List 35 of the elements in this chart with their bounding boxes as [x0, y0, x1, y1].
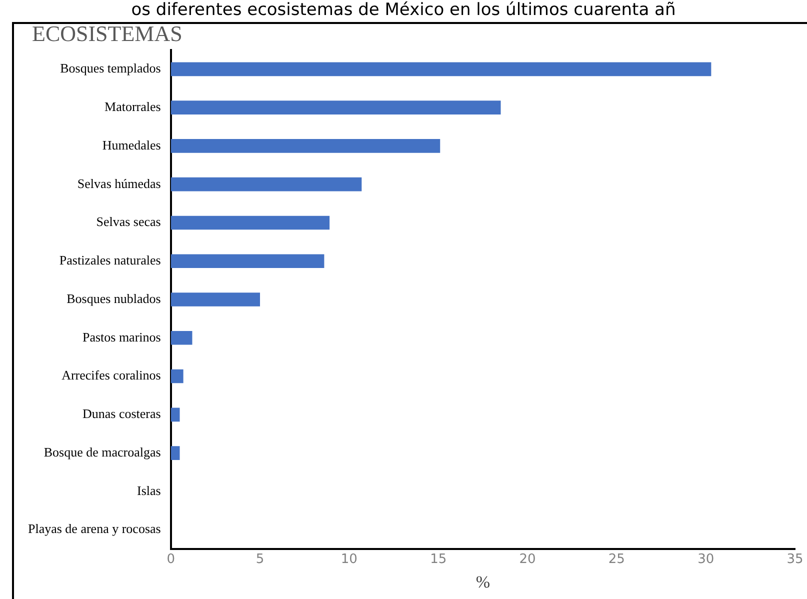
- y-tick-label: Humedales: [102, 137, 161, 152]
- y-tick-label: Dunas costeras: [82, 406, 161, 422]
- bar: [170, 292, 260, 306]
- bar: [170, 177, 362, 192]
- x-tick-label: 35: [786, 552, 804, 568]
- y-tick-label: Bosques templados: [60, 60, 161, 76]
- x-tick-label: 25: [608, 552, 625, 568]
- y-tick-label: Bosque de macroalgas: [44, 444, 161, 460]
- y-tick-label: Selvas húmedas: [77, 176, 161, 191]
- bar: [170, 330, 192, 345]
- y-tick-label: Bosques nublados: [66, 290, 161, 306]
- bar: [170, 369, 184, 384]
- bar: [170, 62, 712, 76]
- y-tick-label: Selvas secas: [96, 214, 161, 230]
- bar: [170, 216, 330, 230]
- bar: [170, 139, 440, 153]
- x-tick-label: 30: [698, 552, 714, 568]
- bar: [170, 446, 180, 460]
- x-tick-label: 0: [166, 552, 175, 568]
- x-tick-label: 20: [519, 552, 536, 568]
- y-tick-label: Islas: [136, 482, 161, 498]
- x-axis-title: %: [476, 572, 490, 592]
- y-tick-label: Pastos marinos: [82, 329, 161, 344]
- y-tick-label: Matorrales: [104, 99, 161, 114]
- bar: [170, 100, 501, 114]
- x-tick-label: 10: [340, 552, 358, 568]
- chart-title: os diferentes ecosistemas de México en los últimos cuarenta añ: [130, 0, 677, 22]
- x-tick-label: 5: [256, 552, 264, 568]
- bar: [170, 254, 324, 268]
- y-tick-label: Playas de arena y rocosas: [28, 521, 161, 536]
- y-tick-label: Pastizales naturales: [59, 252, 161, 268]
- bar: [170, 408, 180, 422]
- y-tick-label: Arrecifes coralinos: [62, 368, 161, 383]
- x-tick-label: 15: [430, 552, 447, 568]
- y-axis-title: ECOSISTEMAS: [32, 20, 182, 46]
